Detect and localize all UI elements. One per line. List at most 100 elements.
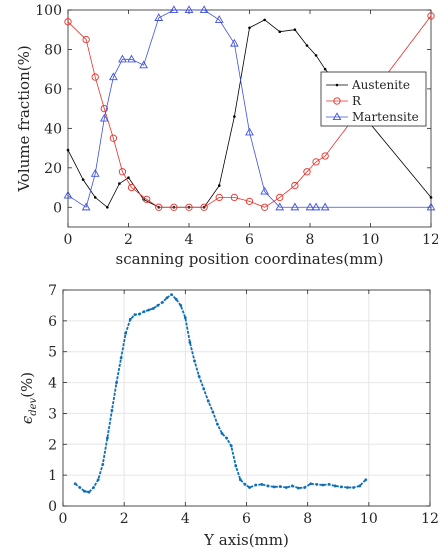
data-point-austenite xyxy=(118,182,121,185)
data-point xyxy=(138,312,141,316)
data-point-r xyxy=(170,203,178,211)
x-tick-label: 2 xyxy=(124,232,133,248)
data-point-r xyxy=(303,168,311,176)
data-point-martensite xyxy=(99,113,109,122)
y-tick-label: 2 xyxy=(48,437,57,453)
data-point-austenite xyxy=(278,30,282,33)
y-tick-label: 20 xyxy=(44,161,62,177)
data-point xyxy=(92,486,95,489)
data-point-martensite xyxy=(169,5,179,14)
data-point-austenite xyxy=(106,205,109,209)
data-point-martensite xyxy=(118,54,127,63)
data-point xyxy=(83,489,86,493)
data-point-martensite xyxy=(320,202,330,211)
data-point-martensite xyxy=(184,5,194,14)
legend-label: Martensite xyxy=(352,110,419,124)
y-axis-label-symbol: ϵ xyxy=(18,415,36,424)
data-point xyxy=(358,484,362,488)
data-point xyxy=(248,486,251,489)
data-point-r xyxy=(155,203,163,211)
data-point-r xyxy=(185,203,193,211)
data-point xyxy=(278,485,282,488)
data-point-austenite xyxy=(323,67,327,71)
data-point-r xyxy=(127,183,136,192)
data-point-austenite xyxy=(127,176,130,179)
data-point xyxy=(87,490,91,494)
data-point xyxy=(147,308,151,312)
y-tick-label: 100 xyxy=(35,3,62,19)
x-tick-label: 0 xyxy=(64,232,73,248)
x-tick-label: 12 xyxy=(421,511,438,527)
data-point xyxy=(179,304,183,307)
y-tick-label: 0 xyxy=(48,499,57,515)
y-tick-label: 5 xyxy=(48,345,57,361)
data-point xyxy=(309,482,313,486)
data-point-r xyxy=(276,193,284,202)
y-tick-label: 0 xyxy=(53,200,62,216)
data-point xyxy=(364,478,368,482)
data-point-r xyxy=(321,152,329,160)
data-point xyxy=(197,375,201,378)
data-point-r xyxy=(245,197,254,206)
data-point-r xyxy=(200,203,208,211)
data-point xyxy=(101,462,105,466)
x-tick-label: 12 xyxy=(422,232,438,248)
data-point xyxy=(284,486,288,489)
data-point xyxy=(225,436,229,440)
y-tick-label: 4 xyxy=(48,376,57,392)
data-point xyxy=(333,484,337,488)
volume-fraction-chart: 0 2 4 6 8 10 12 0 20 40 60 80 100 scanning position c… xyxy=(15,3,438,268)
data-point-austenite xyxy=(314,54,318,57)
data-point-austenite xyxy=(248,26,251,30)
data-point xyxy=(339,485,343,489)
y-tick-label: 1 xyxy=(48,468,57,484)
x-tick-label: 10 xyxy=(360,511,378,527)
data-point xyxy=(133,313,137,317)
data-point xyxy=(151,307,155,310)
data-point-martensite xyxy=(311,202,321,211)
x-tick-label: 6 xyxy=(242,511,251,527)
data-point-martensite xyxy=(426,202,436,211)
data-point xyxy=(78,486,82,489)
x-tick-label: 8 xyxy=(306,232,315,248)
y-axis-label-subscript: dev xyxy=(28,397,39,415)
legend-marker xyxy=(332,112,342,121)
data-point xyxy=(188,341,192,344)
data-point-r xyxy=(230,193,239,202)
data-point xyxy=(220,432,224,435)
data-point-martensite xyxy=(290,202,300,211)
data-point-r xyxy=(260,203,269,211)
data-point xyxy=(73,482,77,486)
data-point-martensite xyxy=(63,190,73,199)
x-tick-label: 4 xyxy=(185,232,194,248)
data-point xyxy=(193,359,196,363)
data-point-r xyxy=(215,193,223,202)
data-point xyxy=(260,483,264,486)
data-point xyxy=(229,444,233,448)
data-point xyxy=(234,464,238,468)
data-point-r xyxy=(427,12,435,20)
legend: Austenite R Martensite xyxy=(320,71,427,127)
data-point-r xyxy=(142,195,151,204)
data-point-austenite xyxy=(305,44,309,47)
y-tick-label: 80 xyxy=(44,42,62,58)
data-point xyxy=(156,304,160,307)
data-point-austenite xyxy=(66,148,70,152)
data-point xyxy=(346,486,349,489)
data-point xyxy=(254,483,258,487)
data-point-martensite xyxy=(305,202,315,211)
data-point xyxy=(303,486,307,489)
data-point-austenite xyxy=(217,184,221,187)
y-axis-label-unit: (%) xyxy=(18,372,36,398)
data-point-r xyxy=(291,181,299,190)
data-point xyxy=(211,410,215,414)
data-point-r xyxy=(312,158,320,166)
legend-label: Austenite xyxy=(351,78,410,92)
data-point xyxy=(183,316,187,320)
data-point xyxy=(266,484,270,488)
data-point xyxy=(124,331,128,335)
y-tick-label: 7 xyxy=(48,283,57,299)
legend-label: R xyxy=(352,94,362,108)
